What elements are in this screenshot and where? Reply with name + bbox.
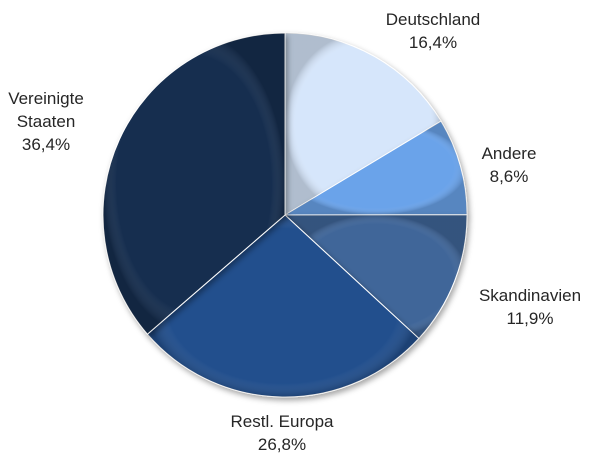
pie-slice-2 xyxy=(283,214,468,340)
slice-category-label: Deutschland xyxy=(386,10,481,29)
pie-slice-bevel xyxy=(147,215,419,397)
pie-slices xyxy=(102,32,468,398)
slice-value-label: 36,4% xyxy=(22,135,70,154)
slice-value-label: 16,4% xyxy=(409,33,457,52)
slice-label-2: Skandinavien 11,9% xyxy=(479,286,581,328)
slice-label-3: Restl. Europa 26,8% xyxy=(231,412,335,454)
slice-category-label: Staaten xyxy=(17,112,76,131)
slice-category-label: Restl. Europa xyxy=(231,412,335,431)
slice-label-0: Deutschland 16,4% xyxy=(386,10,481,52)
slice-category-label: Andere xyxy=(482,144,537,163)
slice-value-label: 8,6% xyxy=(490,167,529,186)
pie-slice-bevel xyxy=(285,33,441,215)
slice-label-4: Vereinigte Staaten 36,4% xyxy=(8,89,84,154)
slice-value-label: 26,8% xyxy=(258,435,306,454)
pie-slice-3 xyxy=(146,214,420,398)
pie-slice-bevel xyxy=(285,214,468,339)
pie-slice-bevel xyxy=(285,121,467,215)
slice-value-label: 11,9% xyxy=(507,309,554,328)
slice-category-label: Vereinigte xyxy=(8,89,84,108)
slice-label-1: Andere 8,6% xyxy=(482,144,537,186)
slice-category-label: Skandinavien xyxy=(479,286,581,305)
pie-labels: Deutschland 16,4% Andere 8,6% Skandinavien 11… xyxy=(8,10,581,454)
pie-slice-0 xyxy=(284,32,442,216)
pie-slice-1 xyxy=(283,120,468,216)
pie-slice-bevel xyxy=(103,33,285,335)
pie-slice-4 xyxy=(102,32,286,335)
